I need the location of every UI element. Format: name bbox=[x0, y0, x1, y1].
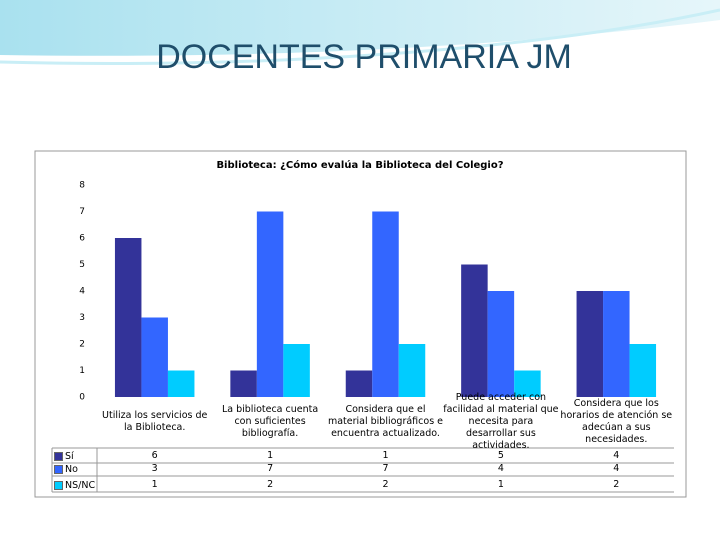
legend-label: Sí bbox=[65, 450, 74, 462]
legend-swatch bbox=[54, 480, 63, 490]
y-tick-label: 2 bbox=[79, 340, 85, 350]
bar bbox=[576, 291, 604, 397]
slide-title: DOCENTES PRIMARIA JM bbox=[156, 38, 572, 76]
y-tick-label: 8 bbox=[79, 181, 85, 191]
bar bbox=[114, 238, 142, 397]
legend-swatch bbox=[54, 451, 63, 461]
bar bbox=[167, 370, 195, 397]
table-value: 5 bbox=[497, 450, 504, 461]
bar bbox=[487, 291, 515, 397]
y-tick-label: 6 bbox=[79, 234, 85, 244]
table-value: 4 bbox=[497, 463, 504, 474]
table-value: 2 bbox=[613, 479, 620, 490]
table-value: 1 bbox=[497, 479, 504, 490]
table-value: 7 bbox=[267, 463, 274, 474]
bar bbox=[256, 211, 284, 397]
x-tick-label: La biblioteca cuenta con suficientes bib… bbox=[221, 404, 319, 439]
bar bbox=[372, 211, 399, 397]
x-tick-label: Utiliza los servicios de la Biblioteca. bbox=[102, 410, 208, 433]
table-value: 2 bbox=[382, 479, 389, 490]
table-value: 1 bbox=[382, 450, 389, 461]
header-swoosh bbox=[0, 0, 720, 56]
table-value: 4 bbox=[613, 450, 620, 461]
legend-label: NS/NC bbox=[65, 479, 96, 491]
table-value: 4 bbox=[613, 463, 620, 474]
header-line bbox=[0, 8, 720, 65]
table-value: 3 bbox=[151, 463, 158, 474]
bar bbox=[603, 291, 630, 397]
x-tick-label: Puede acceder con facilidad al material … bbox=[443, 392, 559, 451]
bar bbox=[345, 370, 373, 397]
table-value: 1 bbox=[267, 450, 274, 461]
legend-label: No bbox=[65, 463, 78, 475]
legend-swatch bbox=[54, 464, 63, 474]
legend-entry: NS/NC bbox=[53, 478, 95, 492]
table-value: 6 bbox=[151, 450, 158, 461]
bar bbox=[398, 344, 426, 397]
y-tick-label: 0 bbox=[79, 393, 85, 403]
x-tick-label: Considera que el material bibliográficos… bbox=[327, 404, 444, 439]
legend-entry: No bbox=[53, 462, 78, 476]
bar bbox=[283, 344, 310, 397]
bar bbox=[629, 344, 657, 397]
table-value: 2 bbox=[267, 479, 274, 490]
y-tick-label: 1 bbox=[79, 366, 85, 376]
bar bbox=[230, 370, 257, 397]
chart-title: Biblioteca: ¿Cómo evalúa la Biblioteca d… bbox=[216, 159, 503, 171]
legend-entry: Sí bbox=[53, 449, 74, 463]
bar bbox=[461, 264, 488, 397]
bar bbox=[514, 370, 541, 397]
bar bbox=[141, 317, 168, 397]
x-tick-label: Considera que los horarios de atención s… bbox=[560, 398, 673, 445]
y-tick-label: 5 bbox=[79, 260, 85, 270]
y-tick-label: 4 bbox=[79, 287, 85, 297]
y-tick-label: 7 bbox=[79, 207, 85, 217]
table-value: 7 bbox=[382, 463, 389, 474]
table-value: 1 bbox=[151, 479, 158, 490]
y-tick-label: 3 bbox=[79, 313, 85, 323]
